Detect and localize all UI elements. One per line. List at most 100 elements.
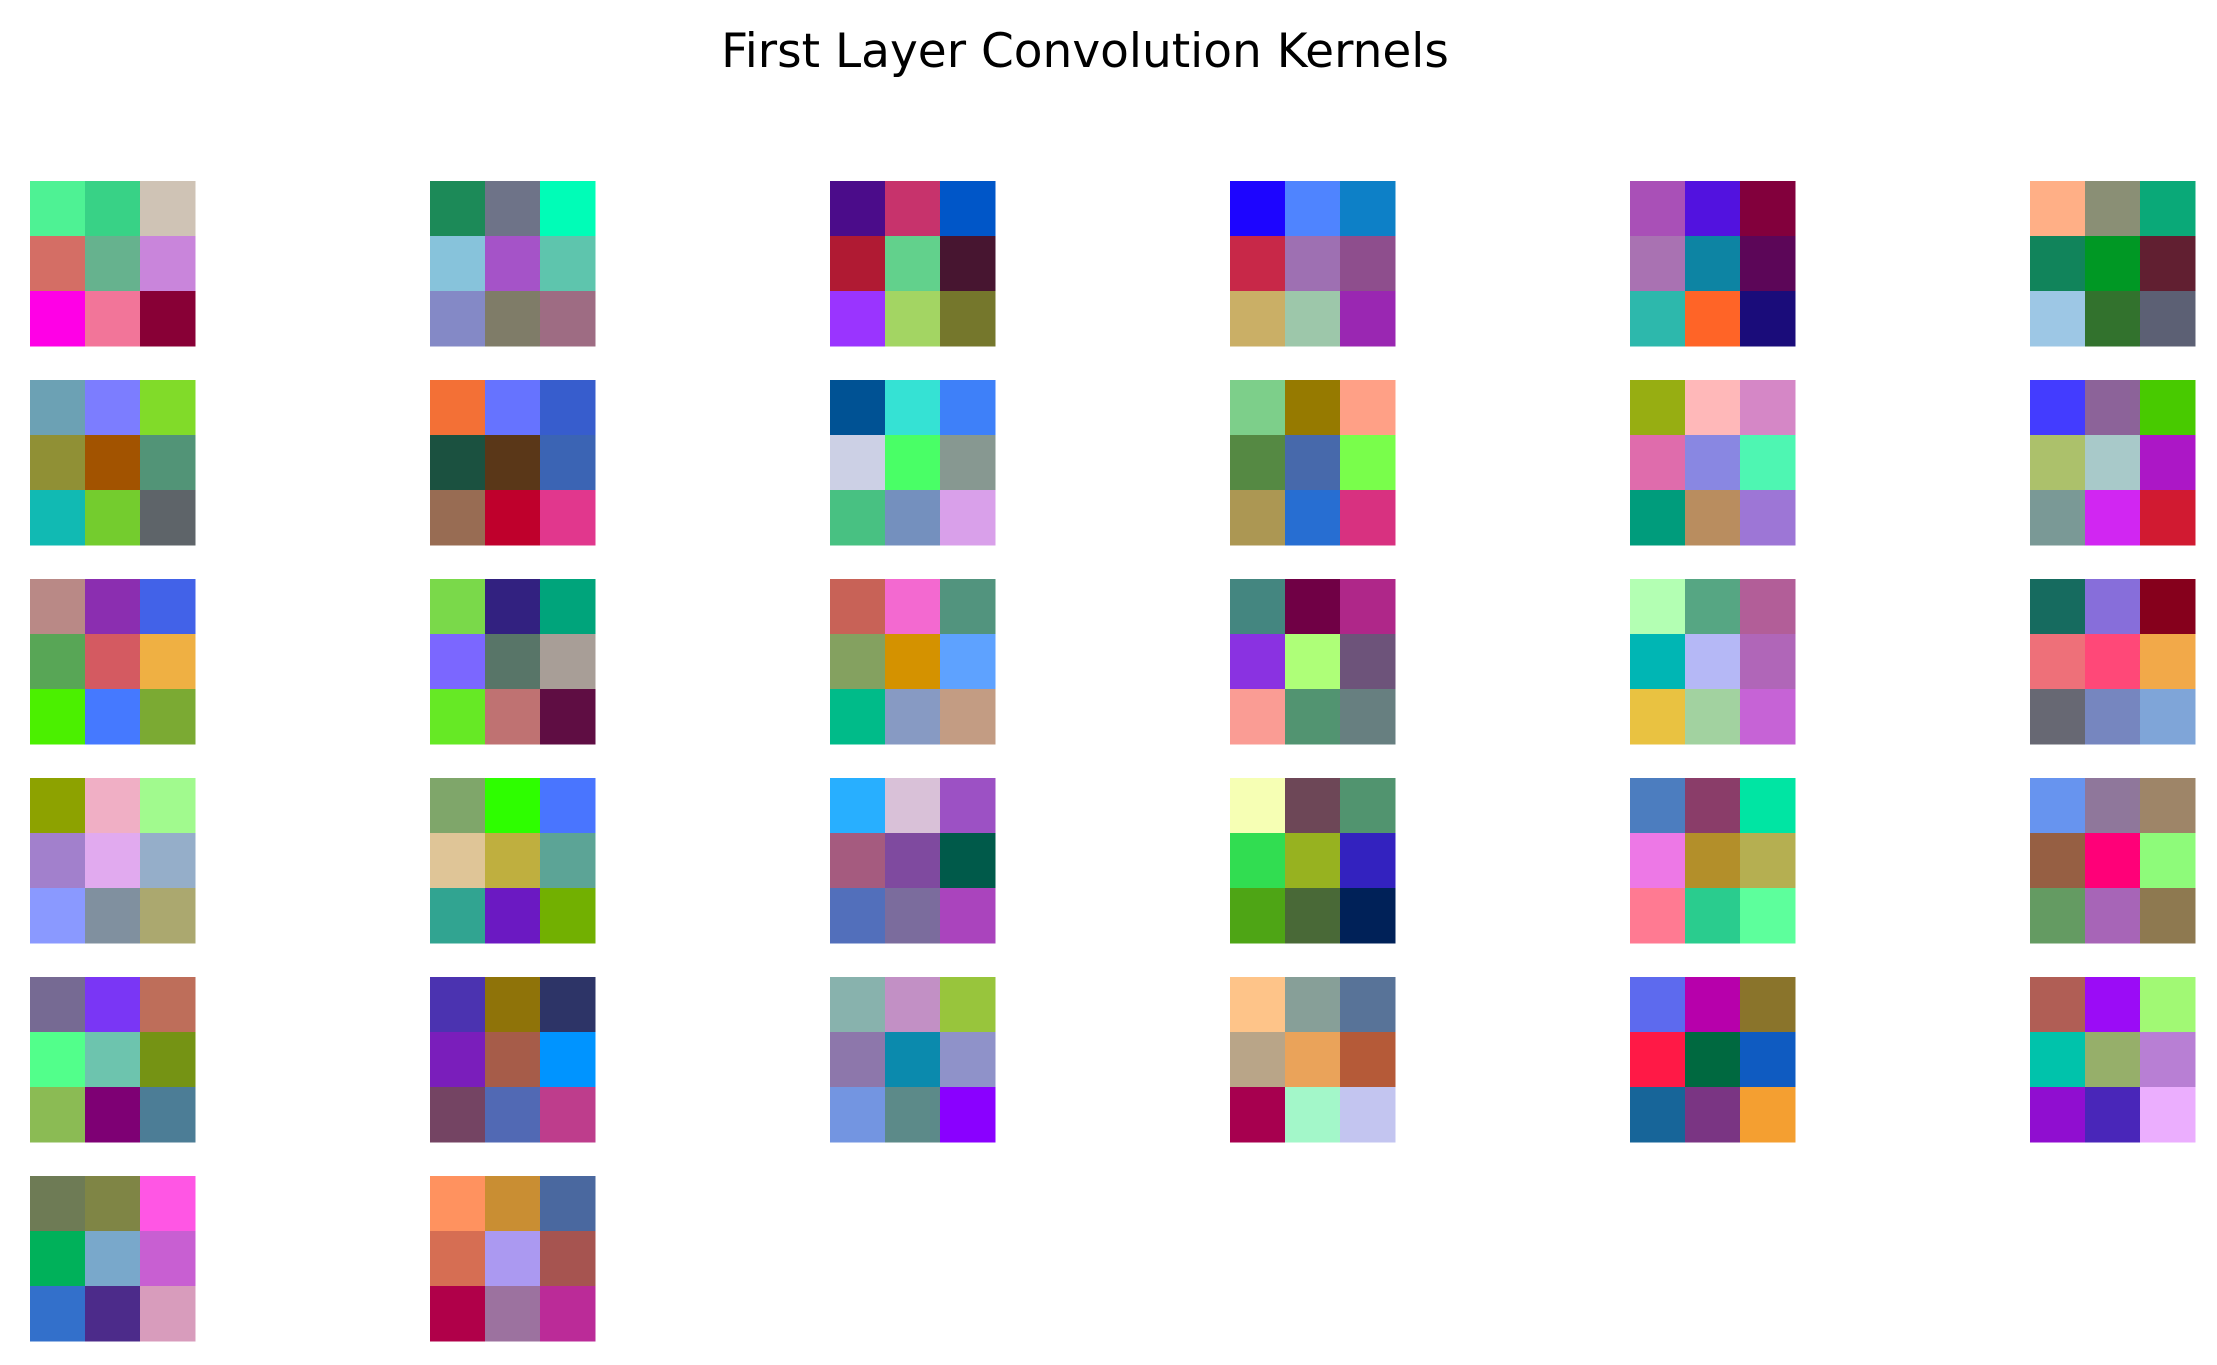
kernel-10-cell-0-1 (1285, 380, 1341, 436)
kernel-18-cell-2-1 (2085, 689, 2141, 745)
kernel-5-cell-2-2 (1740, 291, 1796, 347)
kernel-18-cell-0-1 (2085, 579, 2141, 635)
kernel-9-cell-1-0 (830, 435, 886, 491)
kernel-12-cell-0-0 (2030, 380, 2086, 436)
kernel-29-cell-0-2 (1740, 977, 1796, 1033)
kernel-13-cell-2-0 (30, 689, 86, 745)
kernel-22-cell-0-0 (1230, 778, 1286, 834)
kernel-16 (1230, 579, 1396, 745)
kernel-17-cell-0-2 (1740, 579, 1796, 635)
kernel-6-cell-0-1 (2085, 181, 2141, 237)
kernel-3-cell-0-2 (940, 181, 996, 237)
kernel-28-cell-0-1 (1285, 977, 1341, 1033)
kernel-22-cell-2-1 (1285, 888, 1341, 944)
kernel-27-cell-0-1 (885, 977, 941, 1033)
kernel-19-cell-0-2 (140, 778, 196, 834)
kernel-20-cell-0-1 (485, 778, 541, 834)
kernel-18-cell-1-0 (2030, 634, 2086, 690)
kernel-23-cell-1-1 (1685, 833, 1741, 889)
kernel-31-cell-2-1 (85, 1286, 141, 1342)
kernel-15-cell-2-1 (885, 689, 941, 745)
kernel-13-cell-2-2 (140, 689, 196, 745)
kernel-30-cell-0-0 (2030, 977, 2086, 1033)
kernel-9-cell-0-0 (830, 380, 886, 436)
kernel-19-cell-0-0 (30, 778, 86, 834)
kernel-13-cell-1-0 (30, 634, 86, 690)
kernel-20-cell-1-2 (540, 833, 596, 889)
kernel-16-cell-0-2 (1340, 579, 1396, 635)
kernel-11 (1630, 380, 1796, 546)
kernel-26-cell-1-1 (485, 1032, 541, 1088)
kernel-5-cell-0-1 (1685, 181, 1741, 237)
kernel-22-cell-1-2 (1340, 833, 1396, 889)
kernel-7-cell-0-1 (85, 380, 141, 436)
kernel-20-cell-2-0 (430, 888, 486, 944)
kernel-17-cell-1-0 (1630, 634, 1686, 690)
kernel-4-cell-1-0 (1230, 236, 1286, 292)
kernel-11-cell-1-2 (1740, 435, 1796, 491)
kernel-20-cell-1-1 (485, 833, 541, 889)
kernel-22-cell-0-2 (1340, 778, 1396, 834)
kernel-2-cell-2-1 (485, 291, 541, 347)
kernel-1-cell-1-2 (140, 236, 196, 292)
kernel-21 (830, 778, 996, 944)
kernel-27-cell-2-1 (885, 1087, 941, 1143)
kernel-30-cell-2-1 (2085, 1087, 2141, 1143)
kernel-24-cell-1-2 (2140, 833, 2196, 889)
kernel-3-cell-0-1 (885, 181, 941, 237)
kernel-18-cell-0-2 (2140, 579, 2196, 635)
kernel-29-cell-1-1 (1685, 1032, 1741, 1088)
kernel-8-cell-2-2 (540, 490, 596, 546)
kernel-3-cell-1-2 (940, 236, 996, 292)
kernel-14-cell-2-1 (485, 689, 541, 745)
kernel-9-cell-2-2 (940, 490, 996, 546)
kernel-3-cell-1-0 (830, 236, 886, 292)
kernel-30-cell-0-2 (2140, 977, 2196, 1033)
kernel-10-cell-0-0 (1230, 380, 1286, 436)
kernel-7-cell-1-1 (85, 435, 141, 491)
kernel-19-cell-2-0 (30, 888, 86, 944)
kernel-18 (2030, 579, 2196, 745)
kernel-9-cell-0-1 (885, 380, 941, 436)
kernel-16-cell-1-2 (1340, 634, 1396, 690)
kernel-12-cell-0-2 (2140, 380, 2196, 436)
kernel-27-cell-0-0 (830, 977, 886, 1033)
kernel-2-cell-0-1 (485, 181, 541, 237)
kernel-27-cell-1-0 (830, 1032, 886, 1088)
kernel-29-cell-1-2 (1740, 1032, 1796, 1088)
kernel-23-cell-0-1 (1685, 778, 1741, 834)
kernel-29 (1630, 977, 1796, 1143)
kernel-14-cell-0-1 (485, 579, 541, 635)
kernel-27 (830, 977, 996, 1143)
kernel-17-cell-0-0 (1630, 579, 1686, 635)
kernel-30-cell-1-0 (2030, 1032, 2086, 1088)
kernel-24-cell-0-0 (2030, 778, 2086, 834)
kernel-27-cell-2-0 (830, 1087, 886, 1143)
kernel-3-cell-1-1 (885, 236, 941, 292)
kernel-1-cell-1-1 (85, 236, 141, 292)
kernel-23-cell-2-0 (1630, 888, 1686, 944)
kernel-24-cell-1-1 (2085, 833, 2141, 889)
kernel-21-cell-2-0 (830, 888, 886, 944)
kernel-7-cell-1-0 (30, 435, 86, 491)
kernel-32-cell-2-0 (430, 1286, 486, 1342)
kernel-27-cell-1-2 (940, 1032, 996, 1088)
kernel-15-cell-0-0 (830, 579, 886, 635)
kernel-1-cell-0-2 (140, 181, 196, 237)
kernel-22 (1230, 778, 1396, 944)
kernel-5-cell-0-0 (1630, 181, 1686, 237)
kernel-13-cell-1-2 (140, 634, 196, 690)
kernel-6-cell-2-0 (2030, 291, 2086, 347)
kernel-29-cell-2-0 (1630, 1087, 1686, 1143)
kernel-4 (1230, 181, 1396, 347)
kernel-22-cell-2-0 (1230, 888, 1286, 944)
kernel-9-cell-2-0 (830, 490, 886, 546)
kernel-20-cell-2-2 (540, 888, 596, 944)
kernel-28-cell-1-0 (1230, 1032, 1286, 1088)
kernel-25-cell-1-1 (85, 1032, 141, 1088)
kernel-28-cell-2-2 (1340, 1087, 1396, 1143)
kernel-4-cell-1-2 (1340, 236, 1396, 292)
kernel-5-cell-1-0 (1630, 236, 1686, 292)
kernel-15-cell-1-1 (885, 634, 941, 690)
